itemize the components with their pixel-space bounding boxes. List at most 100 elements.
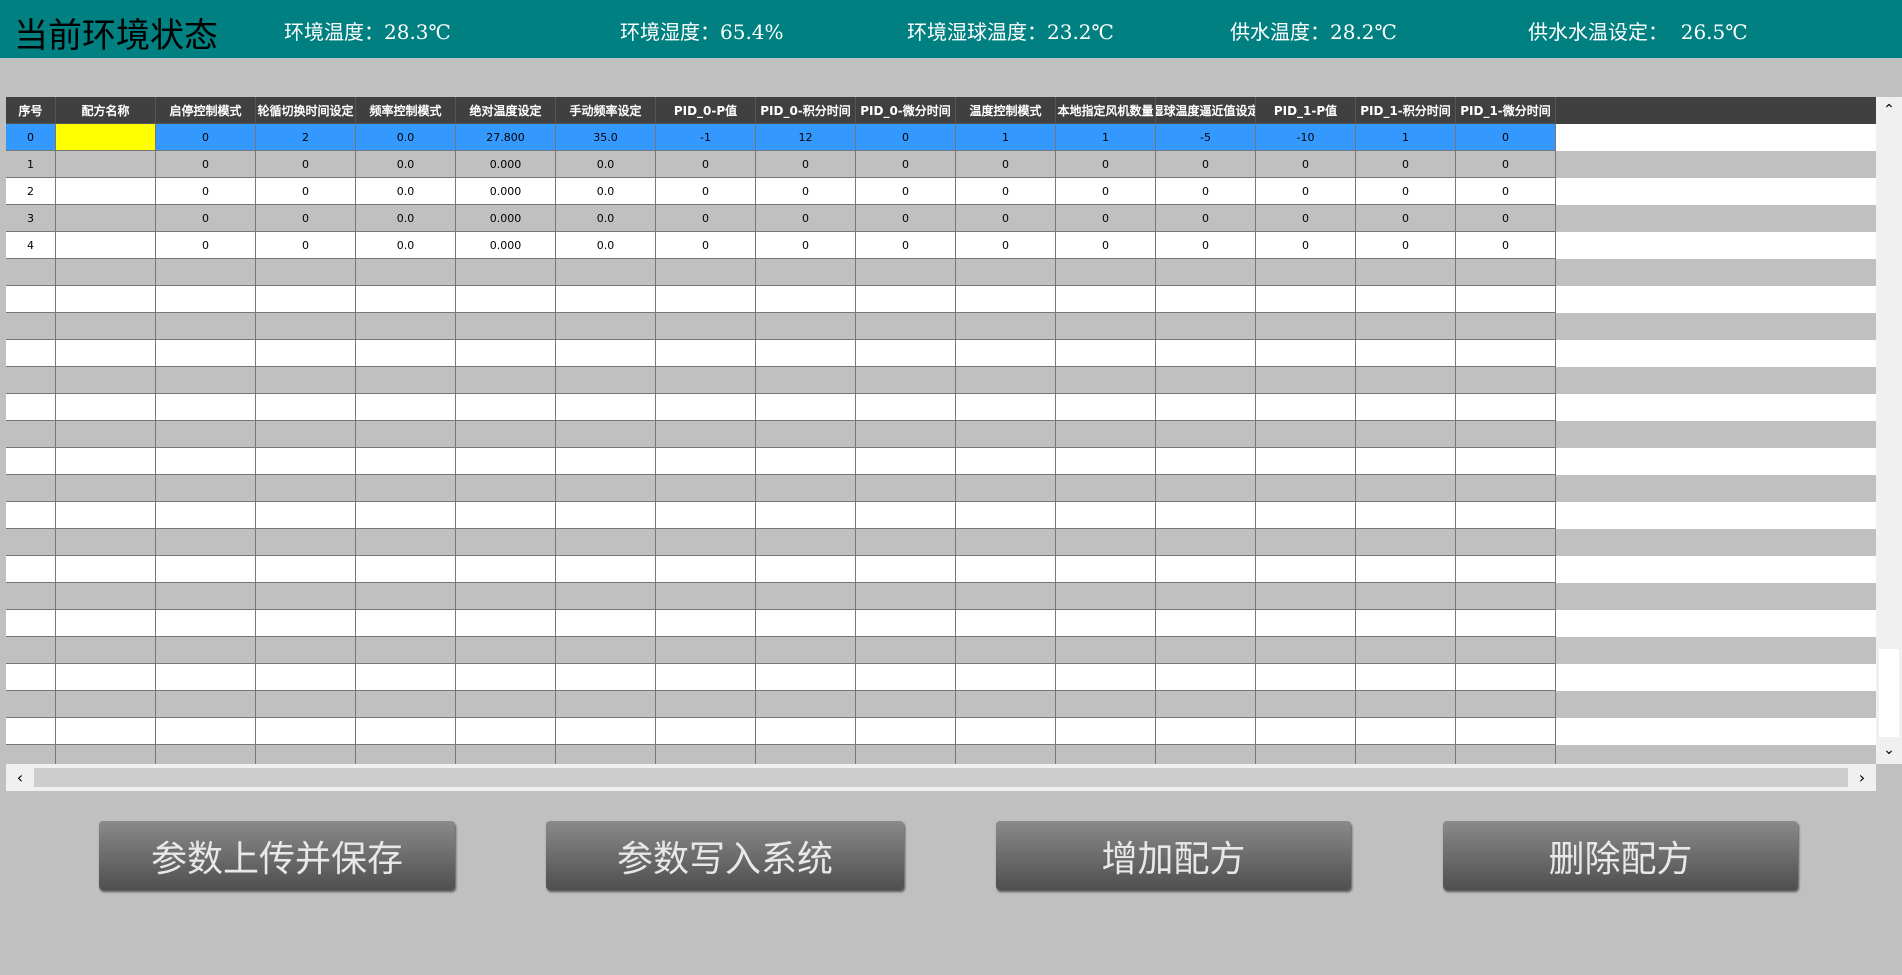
table-row[interactable] (6, 610, 1876, 637)
table-cell[interactable]: 0 (256, 232, 356, 259)
table-cell[interactable]: 0 (156, 205, 256, 232)
table-cell[interactable] (1156, 313, 1256, 340)
table-cell[interactable] (1256, 718, 1356, 745)
table-cell[interactable] (1456, 664, 1556, 691)
table-cell[interactable] (56, 421, 156, 448)
table-cell[interactable]: 0 (1156, 151, 1256, 178)
table-cell[interactable] (1256, 421, 1356, 448)
table-cell[interactable] (256, 529, 356, 556)
table-cell[interactable] (756, 583, 856, 610)
table-cell[interactable] (556, 583, 656, 610)
table-cell[interactable]: 0 (856, 178, 956, 205)
table-cell[interactable] (1256, 313, 1356, 340)
table-cell[interactable] (656, 502, 756, 529)
table-cell[interactable] (1356, 583, 1456, 610)
table-cell[interactable] (956, 259, 1056, 286)
table-cell[interactable] (656, 529, 756, 556)
table-cell[interactable] (756, 664, 856, 691)
table-cell[interactable] (1456, 502, 1556, 529)
table-cell[interactable] (656, 259, 756, 286)
table-cell[interactable] (456, 340, 556, 367)
table-cell[interactable] (156, 367, 256, 394)
table-cell[interactable] (356, 610, 456, 637)
table-cell[interactable]: 0 (1056, 205, 1156, 232)
table-cell[interactable]: 0 (1156, 232, 1256, 259)
table-cell[interactable] (356, 475, 456, 502)
table-cell[interactable]: 0.000 (456, 205, 556, 232)
table-cell[interactable] (656, 421, 756, 448)
scroll-up[interactable]: ⌃ (1883, 102, 1895, 118)
table-cell[interactable] (56, 556, 156, 583)
table-cell[interactable] (856, 502, 956, 529)
table-cell[interactable] (556, 367, 656, 394)
table-cell[interactable]: 0.0 (556, 178, 656, 205)
table-cell[interactable] (856, 475, 956, 502)
table-cell[interactable] (1256, 556, 1356, 583)
table-cell[interactable] (356, 556, 456, 583)
table-cell[interactable]: 0 (256, 151, 356, 178)
table-cell[interactable] (6, 259, 56, 286)
table-cell[interactable] (1056, 718, 1156, 745)
table-cell[interactable] (6, 556, 56, 583)
table-cell[interactable] (656, 448, 756, 475)
table-cell[interactable] (156, 583, 256, 610)
action-button[interactable]: 参数写入系统 (546, 821, 904, 890)
table-row[interactable] (6, 637, 1876, 664)
table-cell[interactable] (356, 637, 456, 664)
table-cell[interactable]: 0.000 (456, 178, 556, 205)
table-cell[interactable] (356, 421, 456, 448)
table-cell[interactable] (156, 610, 256, 637)
table-cell[interactable] (956, 313, 1056, 340)
table-cell[interactable] (956, 340, 1056, 367)
table-cell[interactable] (556, 718, 656, 745)
table-cell[interactable] (256, 637, 356, 664)
table-cell[interactable] (856, 718, 956, 745)
table-row[interactable] (6, 286, 1876, 313)
table-row[interactable] (6, 448, 1876, 475)
table-cell[interactable] (1256, 394, 1356, 421)
table-cell[interactable] (1456, 610, 1556, 637)
table-cell[interactable] (956, 286, 1056, 313)
table-cell[interactable] (956, 583, 1056, 610)
table-cell[interactable]: 0 (756, 205, 856, 232)
table-cell[interactable] (256, 583, 356, 610)
table-cell[interactable] (256, 556, 356, 583)
table-cell[interactable] (456, 448, 556, 475)
table-cell[interactable]: 1 (1056, 124, 1156, 151)
table-cell[interactable] (1456, 286, 1556, 313)
table-cell[interactable] (1056, 475, 1156, 502)
table-cell[interactable]: 0 (756, 178, 856, 205)
table-cell[interactable] (756, 556, 856, 583)
table-cell[interactable] (156, 340, 256, 367)
table-cell[interactable] (756, 502, 856, 529)
table-cell[interactable] (1056, 637, 1156, 664)
table-cell[interactable] (756, 286, 856, 313)
table-cell[interactable]: 0 (656, 232, 756, 259)
table-cell[interactable] (1156, 475, 1256, 502)
table-cell[interactable] (1156, 340, 1256, 367)
table-cell[interactable] (1356, 556, 1456, 583)
table-cell[interactable] (956, 718, 1056, 745)
table-cell[interactable]: 0 (756, 232, 856, 259)
table-cell[interactable] (156, 475, 256, 502)
table-cell[interactable] (1256, 448, 1356, 475)
table-cell[interactable] (956, 529, 1056, 556)
table-cell[interactable]: 0.0 (556, 205, 656, 232)
table-cell[interactable] (756, 610, 856, 637)
table-cell[interactable] (856, 286, 956, 313)
table-cell[interactable] (256, 502, 356, 529)
table-cell[interactable]: 0 (1156, 205, 1256, 232)
table-cell[interactable] (556, 340, 656, 367)
table-cell[interactable] (6, 610, 56, 637)
table-cell[interactable]: 0 (856, 151, 956, 178)
table-row[interactable] (6, 583, 1876, 610)
table-cell[interactable] (1156, 259, 1256, 286)
table-cell[interactable] (56, 583, 156, 610)
vertical-scrollbar[interactable]: ⌃ ⌄ (1876, 97, 1902, 764)
table-cell[interactable]: 0 (1056, 151, 1156, 178)
table-cell[interactable] (56, 691, 156, 718)
table-row[interactable] (6, 367, 1876, 394)
table-row[interactable] (6, 502, 1876, 529)
table-cell[interactable]: 0.0 (356, 232, 456, 259)
table-cell[interactable]: 0 (1356, 205, 1456, 232)
